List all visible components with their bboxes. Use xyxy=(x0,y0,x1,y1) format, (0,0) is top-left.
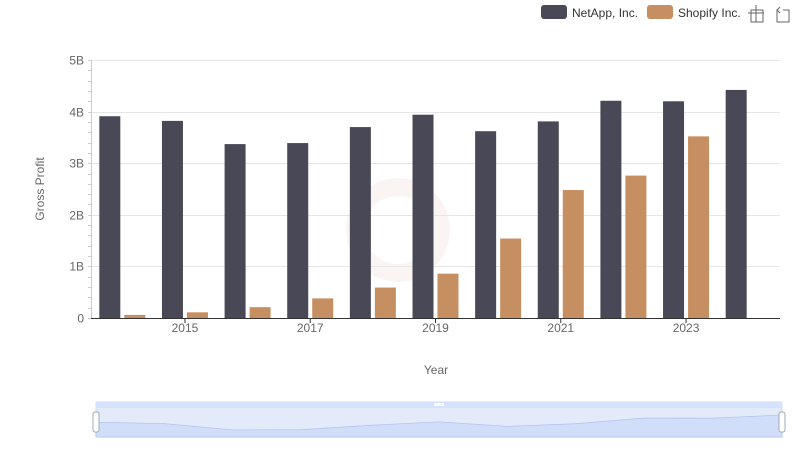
legend-item-shopify[interactable]: Shopify Inc. xyxy=(647,5,741,20)
bar-shopify-2018[interactable] xyxy=(374,287,396,318)
legend-label-shopify: Shopify Inc. xyxy=(678,6,741,20)
bar-shopify-2022[interactable] xyxy=(625,175,647,318)
bar-netapp-2015[interactable] xyxy=(161,120,183,318)
bar-shopify-2023[interactable] xyxy=(688,136,710,318)
zoom-reset-icon[interactable] xyxy=(776,6,790,23)
bar-shopify-2015[interactable] xyxy=(186,312,208,318)
bar-shopify-2017[interactable] xyxy=(312,298,334,318)
x-tick-label: 2021 xyxy=(547,321,574,335)
y-tick-label: 0 xyxy=(77,312,84,326)
bar-netapp-2020[interactable] xyxy=(475,131,497,318)
x-tick-label: 2019 xyxy=(422,321,449,335)
y-tick-labels: 0 1B 2B 3B 4B 5B xyxy=(69,54,84,326)
data-zoom-slider[interactable] xyxy=(92,401,786,438)
legend-swatch-shopify xyxy=(647,5,673,19)
bar-netapp-2019[interactable] xyxy=(412,114,434,318)
axes xyxy=(88,60,780,323)
y-tick-label: 2B xyxy=(69,209,84,223)
bar-shopify-2019[interactable] xyxy=(437,273,459,318)
slider-right-handle[interactable] xyxy=(778,411,786,433)
bar-netapp-2016[interactable] xyxy=(224,144,246,318)
bar-shopify-2020[interactable] xyxy=(500,238,522,318)
x-axis-title: Year xyxy=(424,363,448,377)
bar-netapp-2024[interactable] xyxy=(725,89,747,318)
slider-left-handle[interactable] xyxy=(92,411,100,433)
x-tick-labels: 2015 2017 2019 2021 2023 xyxy=(172,321,700,335)
slider-data-shadow xyxy=(95,414,783,438)
legend: NetApp, Inc. Shopify Inc. xyxy=(541,5,741,20)
y-tick-label: 5B xyxy=(69,54,84,68)
bar-netapp-2018[interactable] xyxy=(349,127,371,318)
y-tick-label: 4B xyxy=(69,106,84,120)
x-tick-label: 2015 xyxy=(172,321,199,335)
bar-shopify-2016[interactable] xyxy=(249,307,271,318)
x-tick-label: 2017 xyxy=(297,321,324,335)
crosshair-zoom-icon[interactable] xyxy=(748,5,764,23)
y-tick-label: 3B xyxy=(69,157,84,171)
bar-netapp-2022[interactable] xyxy=(600,100,622,318)
x-tick-label: 2023 xyxy=(673,321,700,335)
bar-shopify-2014[interactable] xyxy=(124,314,146,318)
bar-netapp-2017[interactable] xyxy=(287,143,309,318)
legend-item-netapp[interactable]: NetApp, Inc. xyxy=(541,5,638,20)
bar-netapp-2014[interactable] xyxy=(99,116,121,318)
y-axis-title: Gross Profit xyxy=(33,157,47,221)
slider-selected-range xyxy=(96,408,782,437)
slider-move-handle[interactable] xyxy=(434,403,444,406)
bars xyxy=(99,89,747,319)
bar-netapp-2023[interactable] xyxy=(663,101,685,318)
legend-label-netapp: NetApp, Inc. xyxy=(572,6,638,20)
y-tick-label: 1B xyxy=(69,260,84,274)
bar-netapp-2021[interactable] xyxy=(537,121,559,319)
bar-shopify-2021[interactable] xyxy=(562,190,584,318)
legend-swatch-netapp xyxy=(541,5,567,19)
